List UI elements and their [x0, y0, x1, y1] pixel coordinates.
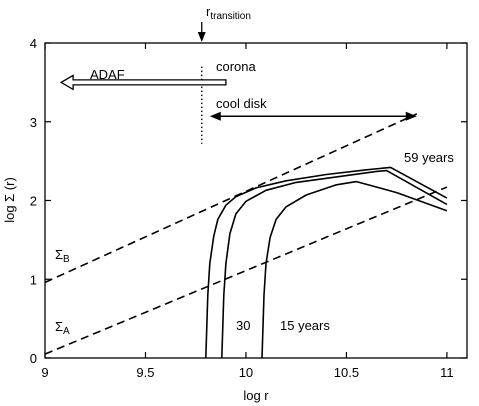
- series--a: [44, 186, 448, 355]
- y-tick-label: 3: [30, 115, 37, 130]
- y-axis-label: log Σ (r): [2, 177, 17, 223]
- adaf-arrow-shape: [59, 74, 227, 91]
- corona-label: corona: [216, 59, 257, 74]
- transition-arrow-head: [197, 32, 206, 42]
- series-15-years: [261, 180, 448, 359]
- cool-disk-head-right: [405, 111, 417, 121]
- cool-disk-label: cool disk: [216, 96, 267, 111]
- sigma-b-label: ΣB: [55, 247, 70, 265]
- sigma-a-label: ΣA: [55, 319, 70, 337]
- cool-disk-arrow: [209, 111, 417, 121]
- x-tick-label: 11: [440, 365, 454, 380]
- x-tick-label: 10.5: [334, 365, 359, 380]
- curves: [44, 113, 448, 359]
- cool-disk-head-left: [209, 111, 221, 121]
- y-tick-label: 2: [30, 194, 37, 209]
- x-tick-label: 9.5: [136, 365, 154, 380]
- y-tick-label: 1: [30, 272, 37, 287]
- plot-frame: [44, 42, 468, 359]
- ticks: 9 9.5 10 10.5 11 0 1 2 3 4: [30, 36, 467, 380]
- label-30: 30: [236, 318, 250, 333]
- y-tick-label: 0: [30, 351, 37, 366]
- adaf-label: ADAF: [90, 67, 125, 82]
- y-tick-label: 4: [30, 36, 37, 51]
- series--b: [44, 113, 418, 284]
- adaf-arrow: [59, 74, 227, 91]
- x-tick-label: 10: [239, 365, 253, 380]
- transition-label: rtransition: [206, 4, 251, 22]
- x-tick-label: 9: [41, 365, 48, 380]
- label-59-years: 59 years: [404, 150, 454, 165]
- x-axis-label: log r: [243, 388, 269, 403]
- series-30: [221, 169, 448, 359]
- label-15-years: 15 years: [280, 318, 330, 333]
